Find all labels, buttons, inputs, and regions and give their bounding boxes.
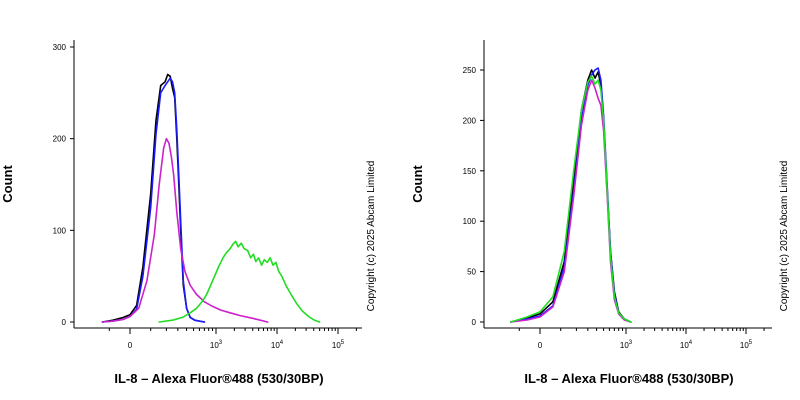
- y-tick-label: 200: [53, 135, 67, 144]
- y-tick-label: 50: [467, 268, 476, 277]
- x-tick-label: 0: [128, 341, 133, 350]
- series-line: [101, 73, 206, 323]
- y-tick-label: 0: [62, 318, 67, 327]
- series-line: [101, 137, 269, 323]
- x-tick-label: 0: [538, 341, 543, 350]
- x-tick-label: 105: [740, 340, 753, 350]
- y-axis-label: Count: [0, 165, 15, 203]
- series-line: [158, 240, 321, 323]
- x-tick-exponent: 4: [689, 340, 693, 346]
- y-tick-label: 100: [53, 226, 67, 235]
- y-axis-label: Count: [410, 165, 425, 203]
- y-tick-label: 250: [463, 66, 477, 75]
- x-tick-label: 103: [210, 340, 223, 350]
- x-tick-exponent: 4: [280, 340, 284, 346]
- x-tick-exponent: 5: [749, 340, 753, 346]
- copyright-text: Copyright (c) 2025 Abcam Limited: [779, 161, 790, 312]
- y-tick-label: 200: [463, 116, 477, 125]
- x-tick-label: 104: [680, 340, 693, 350]
- y-tick-label: 300: [53, 43, 67, 52]
- x-ticks: 0 103 104 105: [518, 328, 765, 350]
- series-group: [101, 73, 321, 323]
- x-tick-exponent: 3: [629, 340, 633, 346]
- x-axis-label: IL-8 – Alexa Fluor®488 (530/30BP): [114, 371, 323, 386]
- histogram-panel-right: 0 50 100 150 200 250 0 103 104 105 Count IL-8 – …: [410, 40, 790, 386]
- y-tick-label: 150: [463, 167, 477, 176]
- y-ticks: 0 50 100 150 200 250: [463, 66, 484, 327]
- x-ticks: 0 103 104 105: [108, 328, 357, 350]
- x-tick-exponent: 3: [219, 340, 223, 346]
- series-line: [509, 75, 632, 323]
- y-tick-label: 100: [463, 217, 477, 226]
- x-axis-label: IL-8 – Alexa Fluor®488 (530/30BP): [524, 371, 733, 386]
- copyright-text: Copyright (c) 2025 Abcam Limited: [366, 161, 377, 312]
- series-group: [509, 67, 632, 323]
- histogram-panel-left: 0 100 200 300 0 103 104 105 Count IL-8 – Alexa…: [0, 40, 377, 386]
- y-tick-label: 0: [472, 318, 477, 327]
- x-tick-exponent: 5: [341, 340, 345, 346]
- y-ticks: 0 100 200 300: [53, 43, 74, 327]
- x-tick-label: 105: [332, 340, 345, 350]
- x-tick-label: 104: [271, 340, 284, 350]
- x-tick-label: 103: [620, 340, 633, 350]
- series-line: [101, 77, 206, 323]
